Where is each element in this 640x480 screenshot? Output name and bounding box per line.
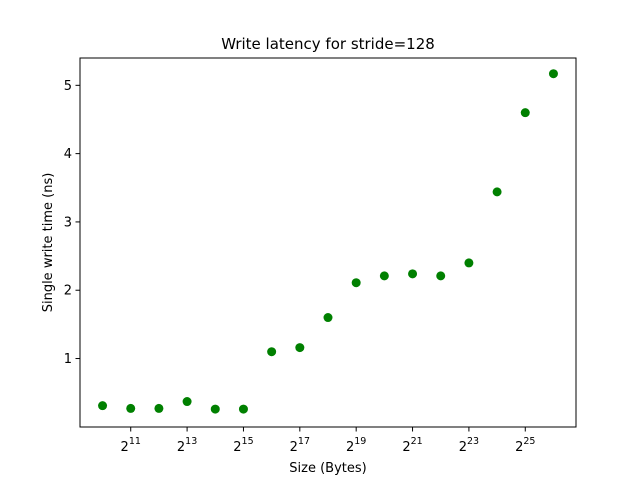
y-tick-label: 5 <box>64 79 72 94</box>
data-point <box>323 313 333 323</box>
data-point <box>238 404 248 414</box>
data-point <box>492 187 502 197</box>
data-point <box>154 403 164 413</box>
data-point <box>548 69 558 79</box>
axes-frame <box>79 57 577 428</box>
y-tick-label: 1 <box>64 352 72 367</box>
data-point <box>295 343 305 353</box>
data-point <box>379 271 389 281</box>
y-tick-label: 2 <box>64 284 72 299</box>
chart-title: Write latency for stride=128 <box>221 35 435 53</box>
data-point <box>126 403 136 413</box>
data-point <box>464 258 474 268</box>
y-tick-label: 4 <box>64 147 72 162</box>
y-axis-label: Single write time (ns) <box>41 173 56 313</box>
plot-area <box>98 69 558 414</box>
data-point <box>520 108 530 118</box>
y-tick-label: 3 <box>64 215 72 230</box>
data-point <box>408 269 418 279</box>
x-axis-label: Size (Bytes) <box>289 461 366 476</box>
data-point <box>436 271 446 281</box>
data-point <box>210 404 220 414</box>
data-point <box>182 397 192 407</box>
data-point <box>267 347 277 357</box>
data-point <box>351 278 361 288</box>
data-point <box>98 401 108 411</box>
y-axis: 1 2 3 4 5 <box>64 79 80 367</box>
